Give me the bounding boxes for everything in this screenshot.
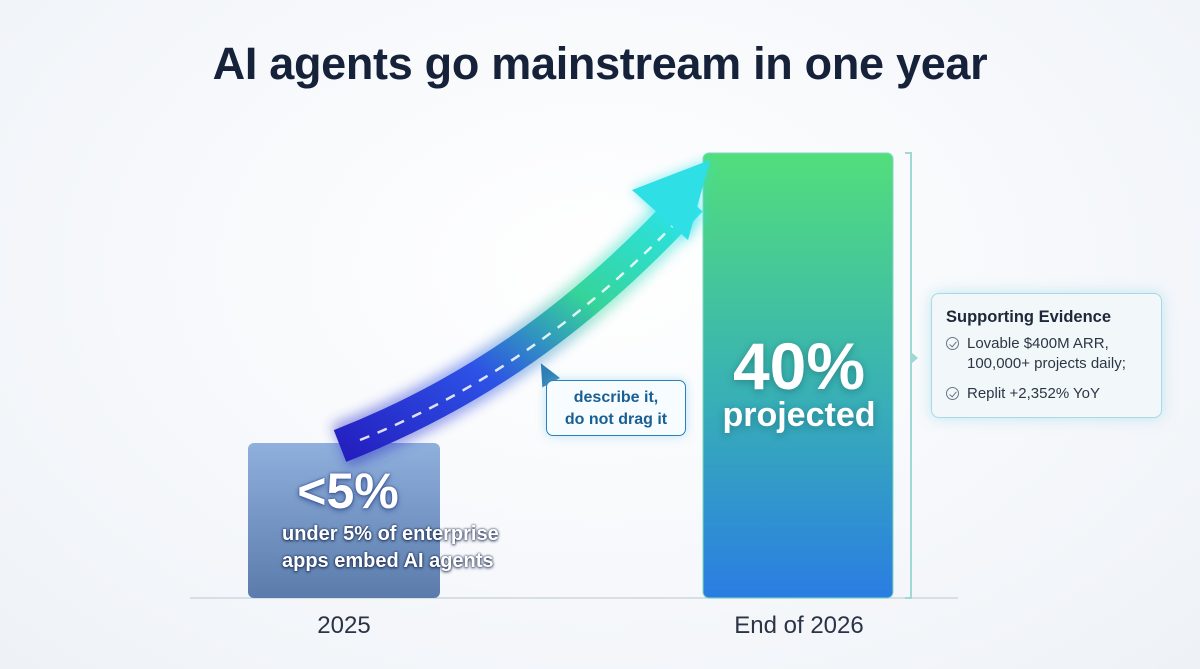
range-bracket [905,152,912,599]
callout-line: do not drag it [564,411,668,428]
evidence-item-line: Replit +2,352% YoY [967,385,1101,402]
evidence-title: Supporting Evidence [946,308,1112,326]
growth-arrow-head [632,160,710,240]
x-tick-label-2025: 2025 [317,612,371,639]
evidence-item-line: Lovable $400M ARR, [967,335,1109,352]
bar-2025-note-line: under 5% of enterprise [282,523,499,545]
evidence-item: Replit +2,352% YoY [946,384,1149,404]
callout-line: describe it, [573,389,659,406]
bar-2025-value-label: <5% [297,463,399,519]
bar-2026-value-label: 40% [732,329,866,403]
bar-2025 [248,443,440,598]
supporting-evidence-card: Supporting Evidence Lovable $400M ARR, 1… [931,293,1162,418]
evidence-item-line: 100,000+ projects daily; [967,355,1126,372]
x-tick-label-2026: End of 2026 [734,612,864,639]
evidence-item: Lovable $400M ARR, 100,000+ projects dai… [946,334,1149,374]
bar-2026 [702,152,894,599]
bar-2025-note-line: apps embed AI agents [282,550,494,572]
growth-arrow-dashes [359,213,685,442]
check-circle-icon [946,337,959,350]
bracket-pointer [911,352,918,364]
growth-arrow [333,188,703,462]
check-circle-icon [946,387,959,400]
bar-2025-note: under 5% of enterprise apps embed AI age… [282,521,542,575]
chart-title: AI agents go mainstream in one year [212,38,988,89]
bar-2026-sublabel: projected [722,396,876,434]
annotation-callout: describe it, do not drag it [546,380,686,436]
